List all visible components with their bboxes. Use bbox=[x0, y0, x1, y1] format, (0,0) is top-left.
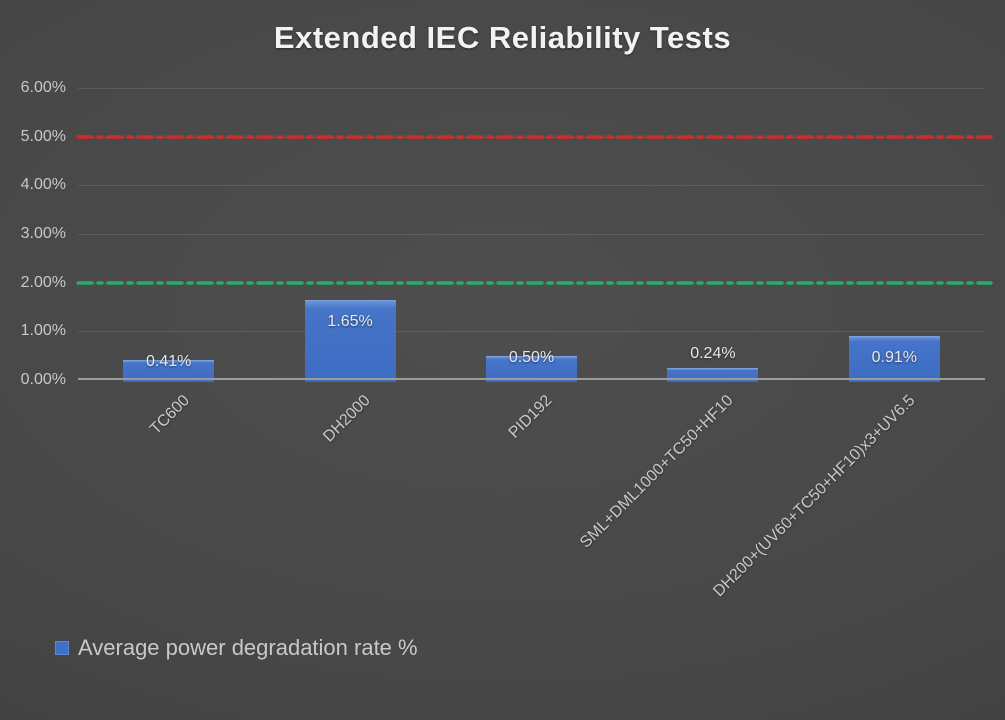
upper-limit-threshold-line bbox=[76, 134, 993, 139]
y-axis-tick-label: 1.00% bbox=[20, 322, 66, 340]
bar-value-label: 0.24% bbox=[690, 345, 736, 363]
y-axis-tick-label: 5.00% bbox=[20, 127, 66, 145]
bar bbox=[486, 355, 577, 382]
x-axis-category-label: DH2000 bbox=[320, 392, 375, 446]
chart-title: Extended IEC Reliability Tests bbox=[273, 20, 732, 55]
y-axis-tick-label: 6.00% bbox=[20, 78, 66, 96]
bar-value-label: 0.50% bbox=[508, 348, 555, 366]
y-gridline bbox=[78, 185, 985, 187]
y-axis-tick-label: 3.00% bbox=[20, 224, 66, 242]
x-axis-category-label: TC600 bbox=[146, 392, 193, 438]
y-axis-tick-label: 0.00% bbox=[20, 371, 66, 388]
x-axis-line bbox=[78, 378, 985, 380]
bar-value-label: 0.41% bbox=[146, 353, 192, 371]
legend-series-marker bbox=[55, 641, 69, 655]
y-gridline bbox=[78, 87, 985, 89]
y-axis-tick-label: 4.00% bbox=[20, 176, 66, 194]
y-axis-tick-label: 2.00% bbox=[20, 273, 66, 291]
legend: Average power degradation rate % bbox=[55, 635, 418, 661]
y-gridline bbox=[78, 233, 985, 235]
bar-value-label: 1.65% bbox=[327, 312, 373, 330]
legend-series-label: Average power degradation rate % bbox=[78, 635, 418, 660]
bar bbox=[123, 360, 215, 382]
target-limit-threshold-line bbox=[76, 280, 993, 285]
bar bbox=[304, 299, 396, 382]
x-axis-category-label: PID192 bbox=[505, 392, 556, 442]
bar bbox=[848, 335, 940, 382]
x-axis-category-label: SML+DML1000+TC50+HF10 bbox=[577, 392, 737, 552]
y-gridline bbox=[78, 331, 985, 333]
bar-value-label: 0.91% bbox=[871, 348, 917, 366]
x-axis-category-label: DH200+(UV60+TC50+HF10)x3+UV6.5 bbox=[710, 392, 919, 601]
